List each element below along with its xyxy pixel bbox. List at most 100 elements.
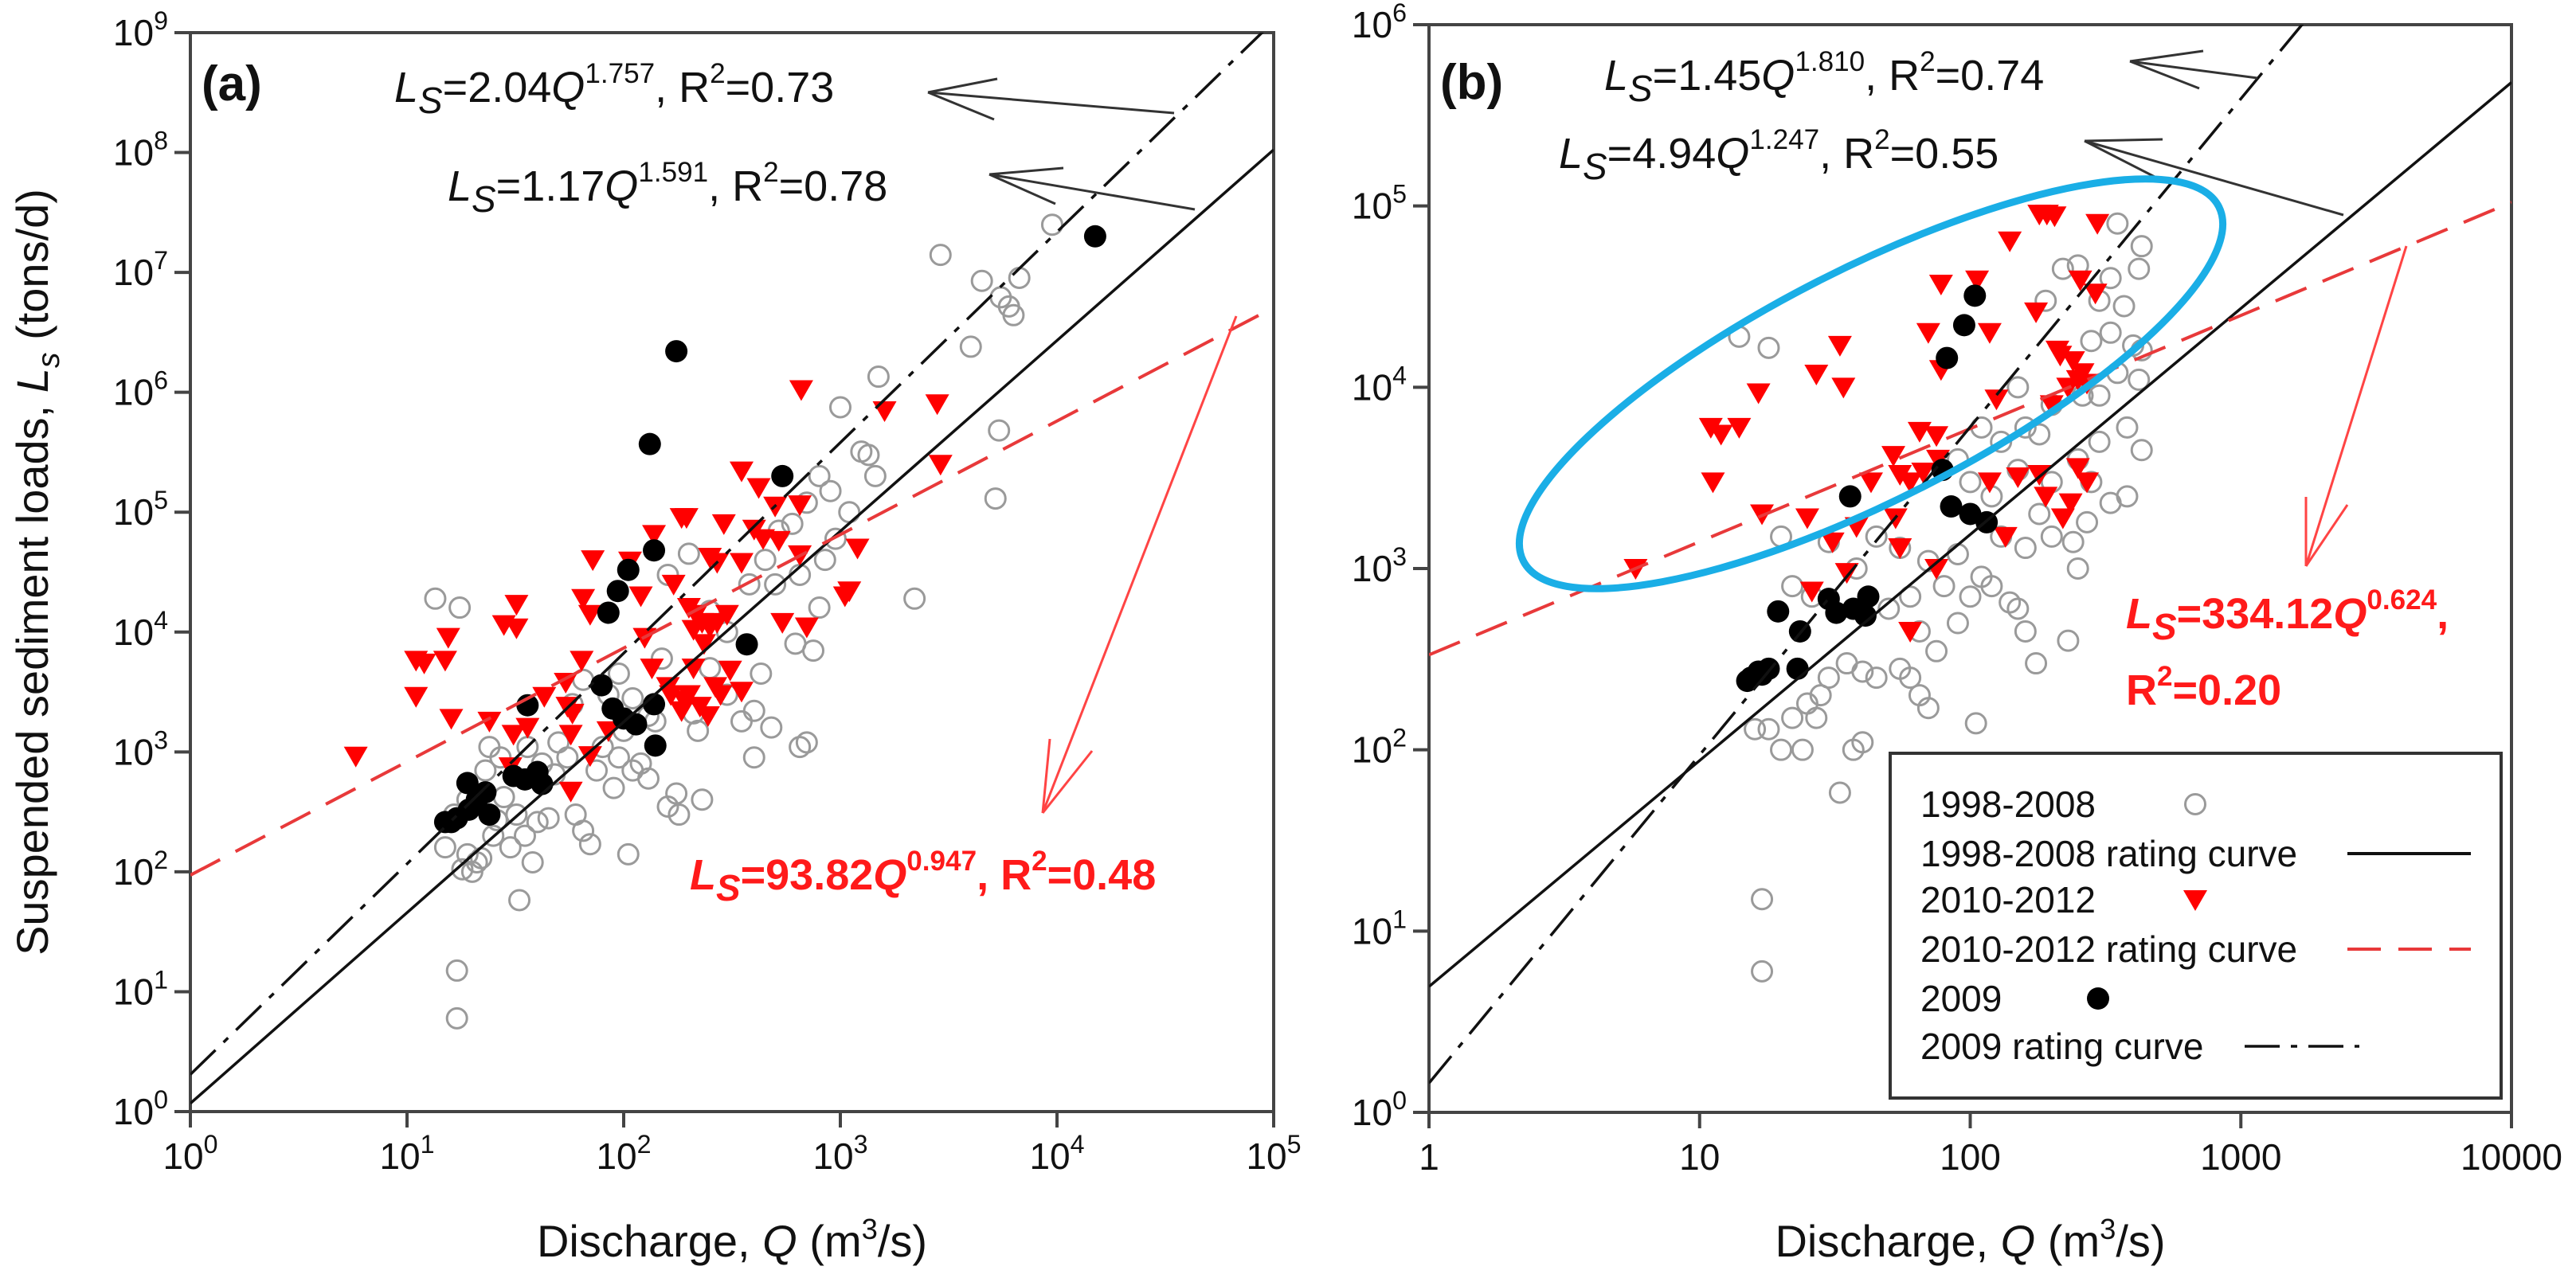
eq-lhs-subscript: S xyxy=(472,178,496,220)
data-point xyxy=(501,725,526,746)
annotation-arrow xyxy=(2304,245,2408,567)
x-tick-label: 102 xyxy=(596,1130,651,1177)
eq-r-label: , xyxy=(2437,590,2449,638)
data-point xyxy=(729,553,754,574)
data-point xyxy=(1820,532,1845,553)
data-point xyxy=(2025,652,2048,675)
data-point xyxy=(640,659,664,680)
data-point xyxy=(970,269,993,292)
eq-lhs-subscript: S xyxy=(418,80,443,121)
arrow-head xyxy=(1041,750,1094,814)
arrow-head xyxy=(927,77,998,94)
highlight-ellipse xyxy=(1515,175,2227,592)
data-point xyxy=(760,716,783,739)
y-tick-label: 107 xyxy=(113,246,168,293)
eq-exponent: 1.591 xyxy=(638,157,708,188)
legend-dot-icon xyxy=(2087,987,2109,1010)
data-point xyxy=(1751,888,1774,911)
data-point xyxy=(477,711,502,733)
data-point xyxy=(530,772,554,795)
data-point xyxy=(1857,585,1880,608)
text-part: (m xyxy=(797,1216,862,1266)
data-point xyxy=(929,244,952,267)
data-point xyxy=(1965,270,1990,291)
data-point xyxy=(570,651,594,672)
plot-frame xyxy=(189,31,1275,1113)
data-point xyxy=(1786,657,1809,680)
text-part: Q xyxy=(762,1216,797,1266)
data-point xyxy=(607,746,630,769)
data-point xyxy=(750,662,773,685)
data-point xyxy=(2024,302,2049,323)
data-point xyxy=(1727,417,1752,439)
data-point xyxy=(1924,559,1949,580)
data-point xyxy=(729,461,754,483)
data-point xyxy=(445,1006,468,1030)
text-part: 2009 xyxy=(1920,978,2002,1019)
data-point xyxy=(1842,597,1865,620)
data-point xyxy=(1916,322,1940,344)
data-point xyxy=(813,549,836,572)
data-point xyxy=(581,550,605,572)
eq-lhs: L xyxy=(690,851,716,899)
x-tick-label: 100 xyxy=(162,1130,217,1177)
data-point xyxy=(606,580,629,603)
text-part: (m xyxy=(2035,1216,2100,1266)
y-tick-exponent: 0 xyxy=(154,1085,168,1114)
eq-r-exponent: 2 xyxy=(2157,661,2173,692)
data-point xyxy=(1977,472,2002,494)
data-point xyxy=(1805,706,1828,729)
data-point xyxy=(2034,487,2058,508)
eq-r-exponent: 2 xyxy=(1920,46,1936,77)
y-tick-base: 10 xyxy=(113,851,154,893)
data-point xyxy=(784,632,807,655)
y-tick-label: 100 xyxy=(1352,1086,1407,1133)
data-point xyxy=(1827,335,1852,357)
y-tick-base: 10 xyxy=(1352,548,1392,589)
eq-lhs: L xyxy=(394,64,418,111)
data-point xyxy=(2128,257,2151,280)
data-point xyxy=(665,340,688,363)
data-point xyxy=(2099,267,2122,290)
y-tick-label: 106 xyxy=(113,366,168,413)
data-point xyxy=(1952,314,1975,337)
data-point xyxy=(433,836,456,859)
y-tick-label: 106 xyxy=(1352,0,1407,45)
panel-a-chart: 100 101 102 103 104 1051001011021031041051061… xyxy=(7,6,1302,1266)
data-point xyxy=(445,807,468,830)
data-point xyxy=(554,673,578,694)
panel-label: (b) xyxy=(1440,55,1503,110)
data-point xyxy=(526,811,549,834)
eq-coefficient: =93.82 xyxy=(741,851,874,899)
data-point xyxy=(1838,485,1862,508)
y-tick-base: 10 xyxy=(113,12,154,53)
data-point xyxy=(1898,472,1923,494)
eq-exponent: 1.757 xyxy=(585,58,655,89)
eq-exponent: 0.947 xyxy=(906,846,977,877)
arrow-head xyxy=(2129,49,2204,63)
text-part: 3 xyxy=(862,1213,878,1245)
x-tick-label: 10000 xyxy=(2461,1136,2562,1178)
data-point xyxy=(795,731,818,754)
data-point xyxy=(2085,213,2110,235)
data-point xyxy=(656,795,679,818)
data-point xyxy=(628,586,653,608)
data-point xyxy=(711,514,736,535)
text-part: /s) xyxy=(878,1216,927,1266)
data-point xyxy=(788,495,812,517)
data-point xyxy=(2076,510,2099,533)
data-point xyxy=(771,464,794,487)
data-point xyxy=(617,558,640,581)
series-2010-2012 xyxy=(343,380,953,803)
y-tick-label: 104 xyxy=(1352,361,1407,408)
data-point xyxy=(819,479,842,502)
y-tick-base: 10 xyxy=(113,971,154,1012)
data-point xyxy=(808,464,831,487)
data-point xyxy=(2128,368,2151,391)
data-point xyxy=(794,617,819,639)
data-point xyxy=(456,842,479,866)
data-point xyxy=(677,542,700,565)
data-point xyxy=(504,595,529,616)
x-tick-label: 100 xyxy=(1940,1136,2001,1178)
data-point xyxy=(1925,639,1948,662)
